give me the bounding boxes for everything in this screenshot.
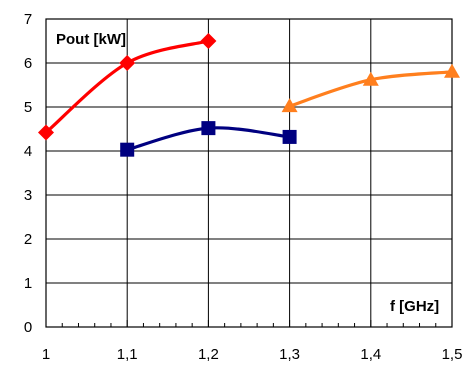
data-point-triangle: [281, 98, 298, 113]
x-tick-label: 1,4: [360, 346, 381, 363]
x-tick-label: 1,1: [117, 346, 138, 363]
x-tick-label: 1,2: [198, 346, 219, 363]
grid: [45, 18, 453, 328]
data-point-square: [282, 129, 297, 144]
series-diamond: [38, 33, 217, 141]
y-tick-label: 6: [24, 55, 32, 72]
data-point-square: [120, 142, 135, 157]
x-tick-label: 1: [42, 346, 50, 363]
data-point-diamond: [38, 124, 54, 141]
plot-frame: [45, 18, 453, 328]
series-triangle: [281, 63, 460, 113]
series-square: [120, 121, 297, 157]
data-point-square: [201, 121, 216, 136]
data-point-triangle: [362, 71, 379, 86]
y-tick-label: 4: [24, 143, 32, 160]
x-axis-title: f [GHz]: [390, 298, 439, 315]
x-tick-label: 1,3: [279, 346, 300, 363]
data-point-triangle: [444, 63, 460, 78]
x-tick-label: 1,5: [442, 346, 463, 363]
y-tick-label: 0: [24, 319, 32, 336]
data-point-diamond: [119, 55, 136, 71]
y-axis-title: Pout [kW]: [56, 31, 126, 48]
y-tick-label: 1: [24, 275, 32, 292]
y-tick-label: 7: [24, 11, 32, 28]
y-tick-label: 2: [24, 231, 32, 248]
data-point-diamond: [200, 33, 217, 49]
series-layer: [38, 33, 460, 157]
y-tick-label: 3: [24, 187, 32, 204]
y-tick-label: 5: [24, 99, 32, 116]
